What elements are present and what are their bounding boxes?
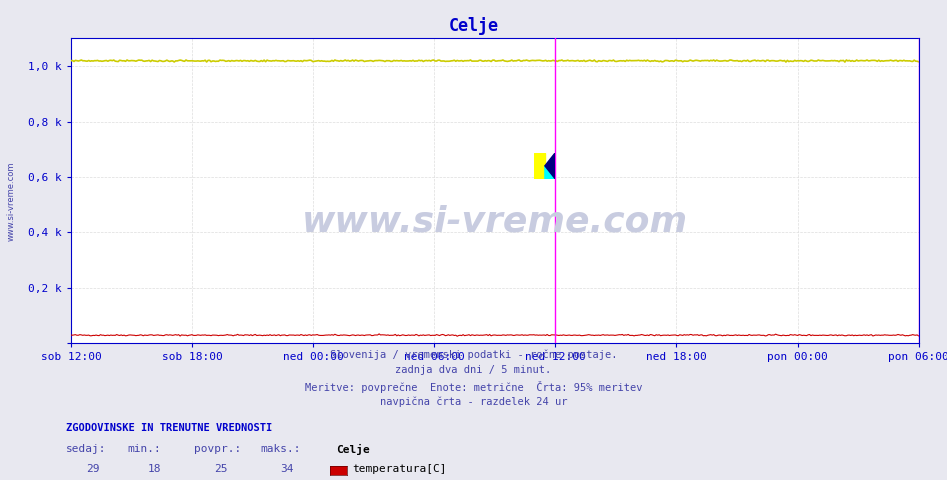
Text: min.:: min.: xyxy=(128,444,162,454)
Text: navpična črta - razdelek 24 ur: navpična črta - razdelek 24 ur xyxy=(380,397,567,408)
Text: 34: 34 xyxy=(280,464,294,474)
Text: www.si-vreme.com: www.si-vreme.com xyxy=(7,162,16,241)
Text: 29: 29 xyxy=(86,464,99,474)
Text: 18: 18 xyxy=(148,464,161,474)
Text: www.si-vreme.com: www.si-vreme.com xyxy=(302,204,688,238)
Bar xyxy=(534,153,545,179)
Text: povpr.:: povpr.: xyxy=(194,444,241,454)
Polygon shape xyxy=(545,153,555,179)
Text: temperatura[C]: temperatura[C] xyxy=(352,464,447,474)
Text: maks.:: maks.: xyxy=(260,444,301,454)
Text: Celje: Celje xyxy=(336,444,370,455)
Text: zadnja dva dni / 5 minut.: zadnja dva dni / 5 minut. xyxy=(396,365,551,375)
Text: Celje: Celje xyxy=(449,17,498,35)
Text: 25: 25 xyxy=(214,464,227,474)
Text: sedaj:: sedaj: xyxy=(66,444,107,454)
Text: Meritve: povprečne  Enote: metrične  Črta: 95% meritev: Meritve: povprečne Enote: metrične Črta:… xyxy=(305,381,642,393)
Text: ZGODOVINSKE IN TRENUTNE VREDNOSTI: ZGODOVINSKE IN TRENUTNE VREDNOSTI xyxy=(66,423,273,433)
Text: Slovenija / vremenski podatki - ročne postaje.: Slovenija / vremenski podatki - ročne po… xyxy=(330,349,617,360)
Polygon shape xyxy=(545,166,555,179)
